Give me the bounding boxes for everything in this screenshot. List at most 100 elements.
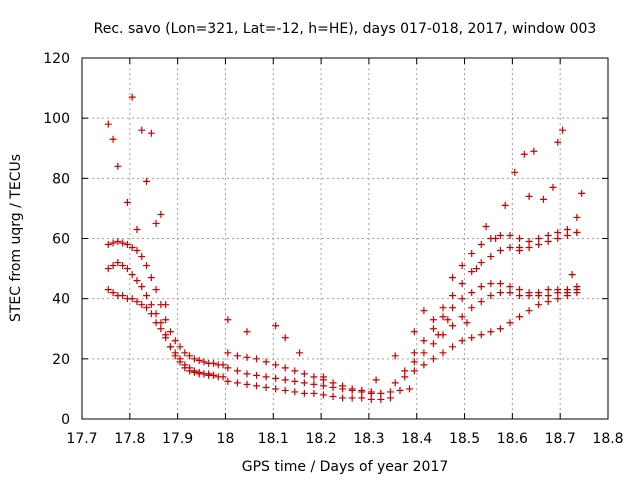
data-point [104,241,112,249]
data-point [291,377,299,385]
data-point [554,289,562,297]
data-point [162,301,170,309]
data-point [291,367,299,375]
data-point [439,304,447,312]
data-point [123,265,131,273]
data-point [166,343,174,351]
data-point [463,319,471,327]
data-point [281,376,289,384]
data-point [501,201,509,209]
data-point [296,349,304,357]
data-point [429,355,437,363]
data-point [104,265,112,273]
data-point [262,373,270,381]
data-point [181,349,189,357]
data-point [104,120,112,128]
data-point [300,370,308,378]
data-point [372,376,380,384]
data-point [439,349,447,357]
data-point [114,259,122,267]
data-point [219,361,227,369]
data-point [358,394,366,402]
data-point [272,322,280,330]
data-point [128,271,136,279]
data-point [243,370,251,378]
data-point [516,313,524,321]
data-point [200,358,208,366]
data-point [224,364,232,372]
data-point [396,386,404,394]
data-point [487,280,495,288]
data-point [329,379,337,387]
data-point [377,389,385,397]
data-point [114,162,122,170]
data-point [487,328,495,336]
data-point [563,289,571,297]
data-point [449,322,457,330]
data-point [544,298,552,306]
data-point [535,235,543,242]
data-point [319,373,327,381]
data-point [128,295,136,303]
data-point [210,371,217,379]
data-point [281,364,289,372]
data-point [205,370,213,378]
data-point [554,138,562,146]
data-point [181,361,189,369]
data-point [300,389,308,397]
data-point [449,304,457,312]
data-point [516,235,524,242]
data-point [114,238,122,246]
data-point [477,331,485,339]
data-point [386,388,394,396]
data-point [291,388,299,396]
data-point [253,371,261,379]
data-point [147,274,155,282]
data-point [401,367,409,375]
data-point [506,283,514,291]
data-point [143,292,151,300]
data-point [449,292,457,300]
x-tick-labels: 17.7 17.8 17.9 18 18.1 18.2 18.3 18.4 18.5 18.6 18… [66,431,623,447]
data-point [554,228,562,236]
data-point [439,313,447,321]
data-point [133,247,141,255]
data-point [210,359,217,367]
data-point [190,367,198,375]
data-point [162,334,170,342]
data-point [243,380,251,388]
data-point [358,386,366,394]
data-point [233,379,241,387]
data-point [410,358,418,366]
data-point [128,93,136,101]
data-point [516,247,524,255]
y-tick-label: 100 [43,111,70,127]
data-point [224,349,232,357]
data-point [109,135,117,143]
data-point [233,352,241,360]
data-point [195,356,203,364]
data-point [468,289,476,297]
data-point [176,343,184,351]
data-point [420,337,428,345]
x-tick-label: 18.7 [545,431,576,447]
data-point [329,392,337,400]
data-point [157,210,165,218]
data-point [449,343,457,351]
y-tick-labels: 0 20 40 60 80 100 120 [43,51,70,428]
data-point [477,241,485,249]
data-point [578,189,586,197]
data-point [573,228,581,236]
data-point [559,126,567,134]
data-point [272,374,280,382]
data-point [367,388,375,396]
data-point [147,301,155,309]
plot-frame [81,57,609,420]
data-point [262,358,270,366]
data-point [152,286,160,294]
data-point [544,292,552,300]
data-point [429,316,437,324]
data-point [391,379,399,387]
data-point [506,244,514,252]
data-point [119,262,127,270]
